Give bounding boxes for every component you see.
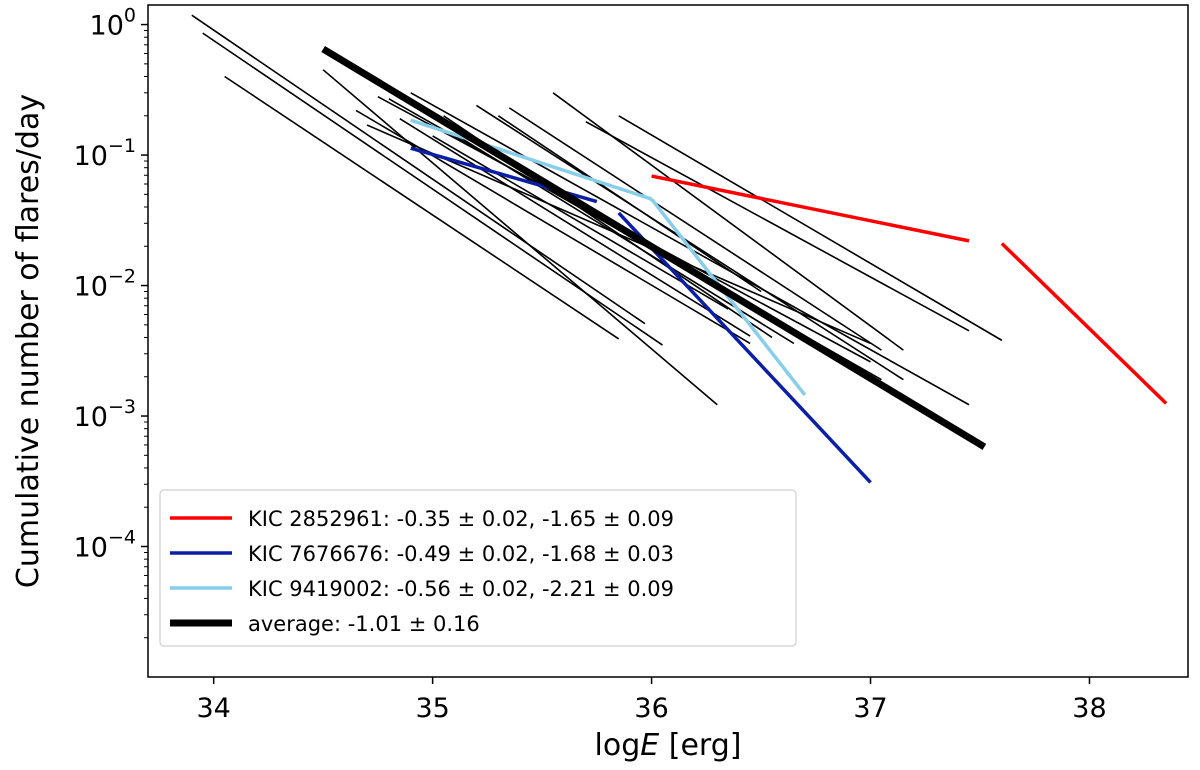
legend-label: KIC 2852961: -0.35 ± 0.02, -1.65 ± 0.09 [248,507,674,531]
y-axis-label: Cumulative number of flares/day [11,94,46,588]
x-axis-label-prefix: log [595,728,641,763]
series-0-segment [651,174,970,243]
background-flare-line [191,14,646,325]
background-flare-line [322,69,718,406]
y-tick-label: 10−1 [74,135,136,172]
background-flare-line [202,32,663,346]
background-flare-line [497,115,762,293]
series-2-segment [410,118,653,201]
y-axis-ticks: 100 10−1 10−2 10−3 10−4 [74,5,148,639]
background-flare-line [508,107,882,351]
background-flare-line [399,118,751,337]
x-tick-label: 35 [415,693,449,724]
y-tick-label: 10−2 [74,266,136,303]
plot-frame [147,4,1189,678]
x-axis-label: logE [erg] [595,728,742,763]
background-flare-line [432,135,729,310]
legend: KIC 2852961: -0.35 ± 0.02, -1.65 ± 0.09 K… [159,489,797,647]
x-axis-ticks: 34 35 36 37 38 [197,677,1107,724]
x-axis-label-variable: E [640,728,659,763]
legend-label: KIC 9419002: -0.56 ± 0.02, -2.21 ± 0.09 [248,577,674,601]
plot-lines [191,14,1168,484]
series-0-segment [1000,242,1168,405]
x-tick-label: 37 [853,693,887,724]
x-tick-label: 36 [634,693,668,724]
background-flare-line [618,115,1003,342]
series-3-segment [321,45,987,450]
background-flare-line [224,75,620,340]
series-1-segment [617,211,872,484]
x-tick-label: 34 [197,693,231,724]
y-tick-label: 10−4 [74,527,136,564]
legend-label: KIC 7676676: -0.49 ± 0.02, -1.68 ± 0.03 [248,542,674,566]
x-tick-label: 38 [1072,693,1106,724]
x-axis-label-unit: [erg] [659,728,741,763]
y-tick-label: 10−3 [74,396,136,433]
legend-label: average: -1.01 ± 0.16 [248,612,480,636]
background-flare-line [585,121,970,332]
legend-box [159,489,797,647]
background-flare-line [475,104,904,381]
series-2-segment [650,197,807,397]
y-tick-label: 100 [90,5,136,42]
